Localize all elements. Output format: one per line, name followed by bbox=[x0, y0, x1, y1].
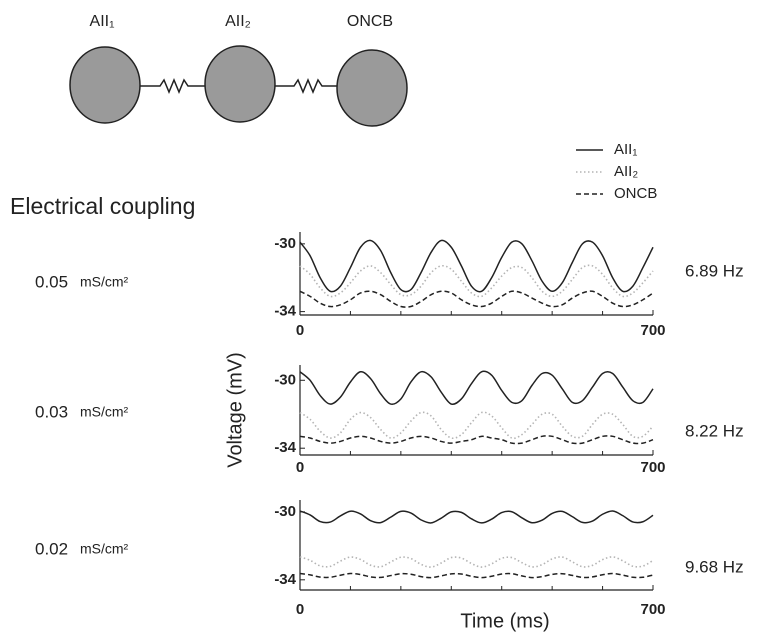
y-tick-label: -34 bbox=[274, 571, 296, 588]
cell-label: AII₂ bbox=[225, 13, 251, 30]
coupling-value: 0.05 bbox=[35, 272, 68, 291]
circuit bbox=[69, 45, 408, 127]
x-tick-label: 700 bbox=[640, 459, 665, 476]
cell-label: AII₁ bbox=[90, 13, 115, 30]
series-line bbox=[299, 556, 654, 568]
series-line bbox=[299, 572, 654, 579]
series-line bbox=[299, 264, 654, 298]
cell bbox=[336, 49, 408, 127]
resistor bbox=[275, 78, 337, 94]
coupling-value: 0.02 bbox=[35, 539, 68, 558]
frequency: 9.68 Hz bbox=[685, 557, 744, 576]
x-tick-label: 0 bbox=[296, 459, 304, 476]
y-tick-label: -30 bbox=[274, 371, 296, 388]
coupling-value: 0.03 bbox=[35, 402, 68, 421]
legend-label: AII₂ bbox=[614, 163, 638, 180]
series-line bbox=[299, 435, 654, 445]
coupling-unit: mS/cm² bbox=[80, 541, 129, 557]
coupling-unit: mS/cm² bbox=[80, 404, 129, 420]
cell-label: ONCB bbox=[347, 13, 393, 30]
cell bbox=[204, 45, 276, 123]
series-line bbox=[299, 411, 654, 440]
resistor bbox=[140, 78, 205, 94]
coupling-unit: mS/cm² bbox=[80, 274, 129, 290]
y-axis-label: Voltage (mV) bbox=[224, 352, 246, 468]
y-tick-label: -30 bbox=[274, 235, 296, 252]
frequency: 6.89 Hz bbox=[685, 261, 744, 280]
series-line bbox=[299, 239, 654, 293]
x-axis-label: Time (ms) bbox=[460, 610, 549, 632]
series-line bbox=[299, 510, 654, 524]
x-tick-label: 700 bbox=[640, 601, 665, 618]
x-tick-label: 0 bbox=[296, 322, 304, 339]
x-tick-label: 700 bbox=[640, 322, 665, 339]
legend-label: AII₁ bbox=[614, 141, 637, 158]
y-tick-label: -34 bbox=[274, 303, 296, 320]
y-tick-label: -30 bbox=[274, 503, 296, 520]
frequency: 8.22 Hz bbox=[685, 421, 744, 440]
legend-label: ONCB bbox=[614, 185, 657, 202]
x-tick-label: 0 bbox=[296, 601, 304, 618]
y-tick-label: -34 bbox=[274, 439, 296, 456]
series-line bbox=[299, 290, 654, 308]
cell bbox=[69, 46, 141, 124]
series-line bbox=[299, 370, 654, 406]
heading: Electrical coupling bbox=[10, 193, 195, 219]
